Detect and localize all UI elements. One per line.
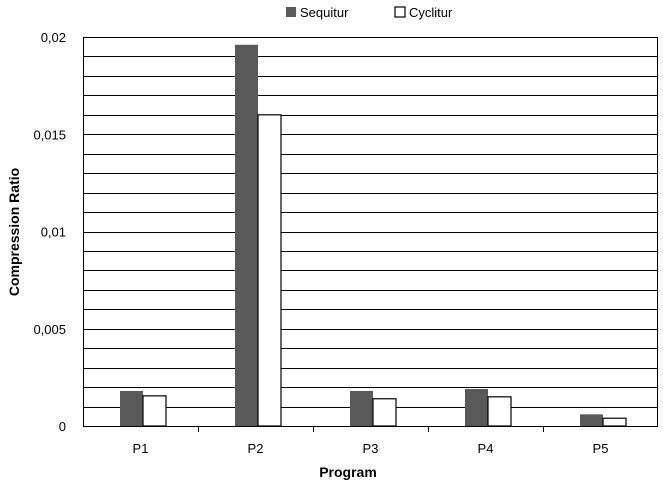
- y-tick-label: 0,005: [33, 322, 66, 337]
- bar-cyclitur-p4: [487, 396, 512, 427]
- x-tick-label: P1: [133, 441, 149, 456]
- gridlines: [83, 37, 658, 408]
- bar-cyclitur-p1: [142, 395, 167, 427]
- bar-cyclitur-p5: [602, 417, 627, 427]
- legend-label-sequitur: Sequitur: [300, 5, 349, 20]
- legend-swatch-sequitur: [286, 7, 296, 17]
- bar-cyclitur-p3: [372, 398, 397, 427]
- x-axis-title: Program: [319, 464, 377, 480]
- x-tick-label: P3: [363, 441, 379, 456]
- y-tick-label: 0,015: [33, 127, 66, 142]
- legend-label-cyclitur: Cyclitur: [409, 5, 453, 20]
- y-axis-title: Compression Ratio: [6, 168, 22, 296]
- bar-cyclitur-p2: [257, 114, 282, 427]
- legend-swatch-cyclitur: [394, 6, 406, 18]
- legend: Sequitur Cyclitur: [286, 5, 453, 20]
- bar-sequitur-p1: [120, 390, 143, 426]
- bar-sequitur-p2: [235, 44, 258, 426]
- x-tick-label: P5: [593, 441, 609, 456]
- y-tick-label: 0,01: [41, 225, 66, 240]
- y-tick-label: 0,02: [41, 30, 66, 45]
- y-tick-label: 0: [59, 419, 66, 434]
- bar-sequitur-p4: [465, 389, 488, 426]
- bar-sequitur-p5: [580, 414, 603, 426]
- axes: 0 0,005 0,01 0,015 0,02 P1 P2 P3 P4 P5: [33, 30, 658, 456]
- bar-sequitur-p3: [350, 390, 373, 426]
- x-tick-label: P2: [248, 441, 264, 456]
- x-tick-label: P4: [478, 441, 494, 456]
- bars: [120, 44, 627, 427]
